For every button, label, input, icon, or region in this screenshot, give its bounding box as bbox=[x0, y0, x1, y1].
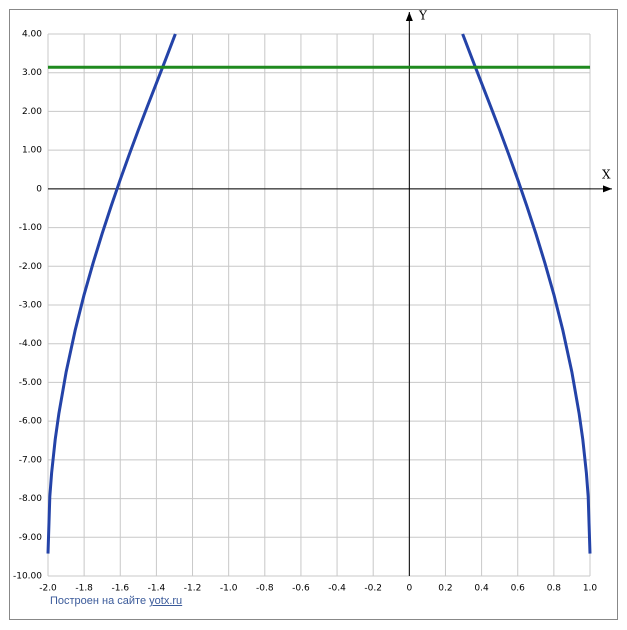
x-axis-label: X bbox=[602, 168, 611, 182]
y-tick-label: -9.00 bbox=[19, 533, 43, 543]
x-tick-label: -1.8 bbox=[75, 584, 93, 594]
footer-text: Построен на сайте bbox=[50, 595, 147, 607]
x-tick-label: -1.6 bbox=[111, 584, 129, 594]
y-tick-label: 3.00 bbox=[22, 68, 42, 78]
y-tick-label: -7.00 bbox=[19, 455, 43, 465]
line-series bbox=[46, 33, 177, 554]
y-tick-label: 2.00 bbox=[22, 107, 42, 117]
x-tick-label: 0 bbox=[406, 584, 412, 594]
x-tick-label: -0.4 bbox=[328, 584, 346, 594]
chart-border bbox=[9, 9, 618, 620]
x-tick-label: 0.2 bbox=[438, 584, 452, 594]
x-tick-label: -0.2 bbox=[364, 584, 382, 594]
y-tick-label: -1.00 bbox=[19, 223, 43, 233]
y-tick-label: -4.00 bbox=[19, 339, 43, 349]
y-tick-label: 1.00 bbox=[22, 146, 42, 156]
x-tick-label: -1.4 bbox=[148, 584, 166, 594]
footer: Построен на сайте yotx.ru bbox=[50, 595, 182, 607]
y-tick-label: -8.00 bbox=[19, 494, 43, 504]
line-series bbox=[461, 33, 592, 554]
x-tick-label: -0.8 bbox=[256, 584, 274, 594]
x-tick-label: -2.0 bbox=[39, 584, 57, 594]
y-tick-label: -10.00 bbox=[13, 572, 42, 582]
y-axis-arrow bbox=[405, 12, 413, 21]
x-tick-label: 0.6 bbox=[511, 584, 526, 594]
x-tick-label: 0.4 bbox=[474, 584, 489, 594]
x-axis-arrow bbox=[603, 185, 612, 193]
footer-link[interactable]: yotx.ru bbox=[149, 595, 183, 607]
x-tick-label: -0.6 bbox=[292, 584, 310, 594]
y-tick-label: -3.00 bbox=[19, 301, 43, 311]
x-tick-label: 0.8 bbox=[547, 584, 562, 594]
y-tick-label: -2.00 bbox=[19, 262, 43, 272]
x-tick-label: 1.0 bbox=[583, 584, 598, 594]
x-tick-label: -1.0 bbox=[220, 584, 238, 594]
y-axis-label: Y bbox=[418, 9, 428, 23]
y-tick-label: -6.00 bbox=[19, 417, 43, 427]
y-tick-label: 0 bbox=[36, 184, 42, 194]
y-tick-label: -5.00 bbox=[19, 378, 43, 388]
x-tick-label: -1.2 bbox=[184, 584, 202, 594]
y-tick-label: 4.00 bbox=[22, 30, 42, 40]
